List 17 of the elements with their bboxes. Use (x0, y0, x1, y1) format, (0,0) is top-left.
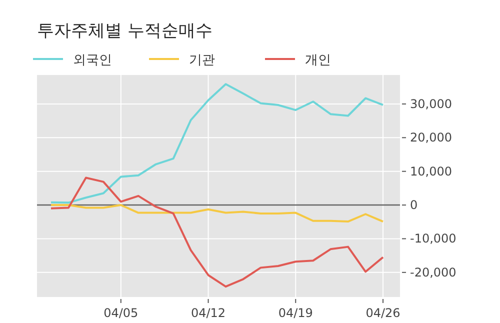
line-series (50, 204, 384, 223)
legend-label: 개인 (305, 53, 331, 68)
y-tick-label: -10,000 (410, 232, 456, 246)
x-tick-label: 04/19 (278, 306, 313, 320)
line-series (50, 83, 384, 204)
y-tick-label: 20,000 (410, 130, 452, 145)
legend-label: 기관 (189, 53, 215, 68)
y-tick-label: 0 (410, 198, 418, 212)
x-tick-label: 04/05 (104, 306, 138, 320)
x-tick-label: 04/26 (366, 306, 400, 320)
y-tick-label: 10,000 (410, 164, 452, 178)
line-series (50, 176, 384, 288)
chart-title: 투자주체별 누적순매수 (37, 21, 212, 41)
legend-label: 외국인 (73, 53, 112, 68)
x-tick-label: 04/12 (190, 306, 226, 320)
y-tick-label: -20,000 (410, 265, 456, 280)
y-tick-label: 30,000 (410, 96, 452, 111)
